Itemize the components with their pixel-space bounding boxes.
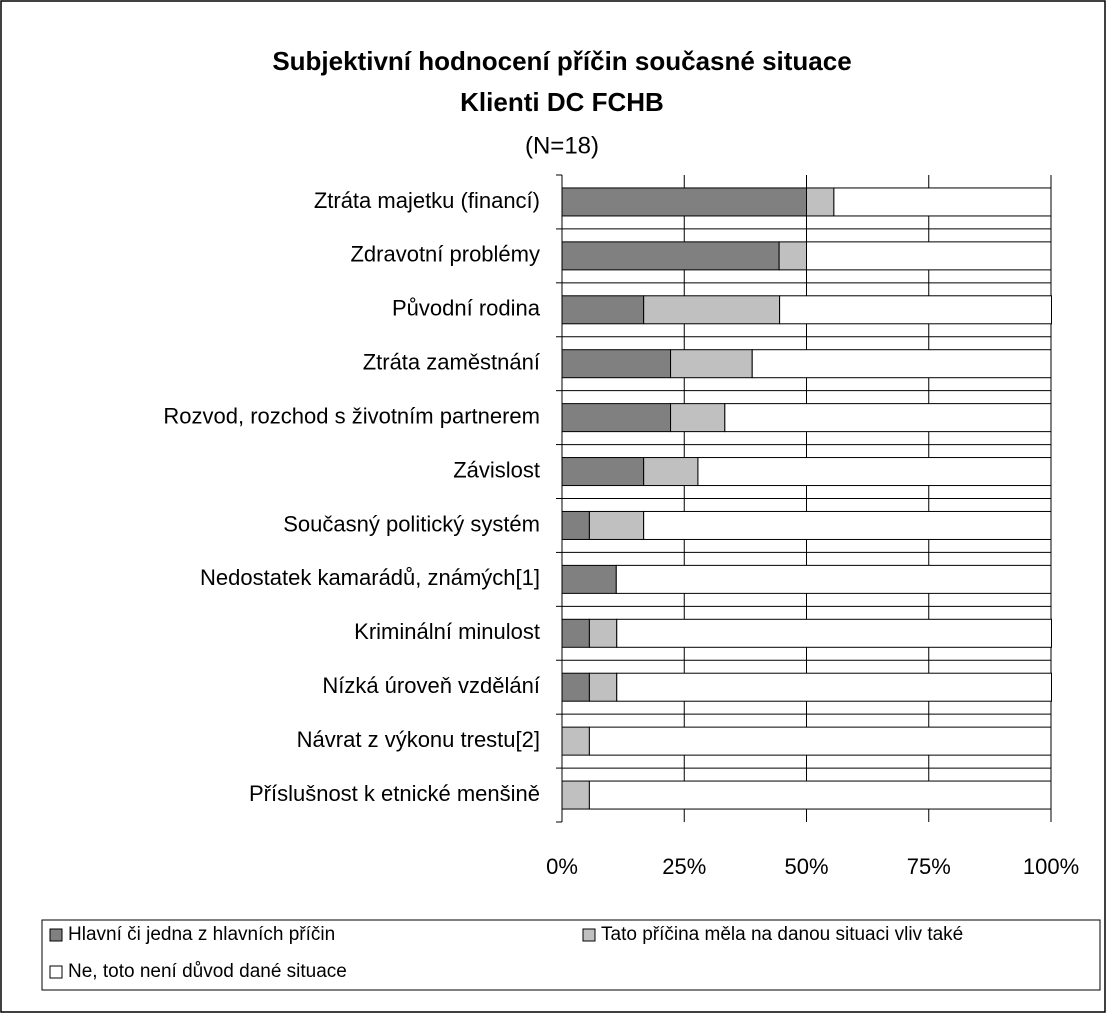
x-tick-label: 25%: [662, 854, 706, 879]
bar-segment: [724, 403, 1052, 433]
bar-segment: [778, 241, 808, 271]
legend-label: Ne, toto není důvod dané situace: [68, 961, 347, 982]
y-tick-label: Zdravotní problémy: [350, 242, 540, 267]
bar-segment: [561, 672, 590, 702]
legend-label: Tato příčina měla na danou situaci vliv …: [601, 924, 963, 945]
legend-swatch: [49, 928, 63, 942]
y-tick-label: Kriminální minulost: [354, 619, 540, 644]
bar-segment: [588, 510, 645, 540]
bar-segment: [588, 672, 618, 702]
chart-subtitle: Klienti DC FCHB: [460, 87, 664, 117]
bar-segment: [561, 349, 672, 379]
bar-segment: [806, 187, 835, 217]
bar-segment: [588, 780, 1052, 810]
bar-segment: [561, 780, 590, 810]
y-tick-label: Původní rodina: [392, 296, 541, 321]
bar-segment: [616, 672, 1052, 702]
legend: [41, 919, 1101, 991]
bar-segment: [561, 187, 807, 217]
bar-segment: [643, 457, 699, 487]
x-tick-label: 0%: [546, 854, 578, 879]
bar-segment: [561, 457, 645, 487]
bar-segment: [561, 510, 590, 540]
bar-segment: [561, 618, 590, 648]
bar-segment: [643, 295, 781, 325]
bar-segment: [643, 510, 1052, 540]
y-tick-label: Návrat z výkonu trestu[2]: [297, 727, 540, 752]
bar-segment: [670, 403, 726, 433]
y-tick-label: Nízká úroveň vzdělání: [322, 673, 540, 698]
bar-segment: [670, 349, 753, 379]
legend-swatch: [582, 928, 596, 942]
bar-segment: [561, 726, 590, 756]
x-tick-label: 100%: [1023, 854, 1079, 879]
bar-segment: [588, 618, 618, 648]
x-tick-label: 75%: [907, 854, 951, 879]
bar-segment: [751, 349, 1052, 379]
legend-swatch: [49, 965, 63, 979]
legend-label: Hlavní či jedna z hlavních příčin: [68, 924, 335, 945]
y-tick-label: Příslušnost k etnické menšině: [249, 781, 540, 806]
chart-note: (N=18): [525, 132, 599, 159]
bar-segment: [779, 295, 1052, 325]
bar-segment: [561, 403, 672, 433]
bar-segment: [561, 241, 780, 271]
bar-segment: [833, 187, 1052, 217]
y-tick-label: Současný politický systém: [283, 511, 540, 536]
y-tick-label: Rozvod, rozchod s životním partnerem: [163, 403, 540, 428]
y-tick-label: Závislost: [453, 457, 540, 482]
bar-segment: [561, 564, 617, 594]
bar-segment: [806, 241, 1052, 271]
chart-title: Subjektivní hodnocení příčin současné si…: [272, 46, 851, 76]
x-tick-label: 50%: [784, 854, 828, 879]
bar-segment: [697, 457, 1052, 487]
bar-segment: [588, 726, 1052, 756]
y-tick-label: Nedostatek kamarádů, známých[1]: [200, 565, 540, 590]
y-tick-label: Ztráta majetku (financí): [314, 188, 540, 213]
bar-segment: [615, 564, 1052, 594]
bar-segment: [616, 618, 1052, 648]
y-tick-label: Ztráta zaměstnání: [363, 350, 540, 375]
bar-segment: [561, 295, 645, 325]
